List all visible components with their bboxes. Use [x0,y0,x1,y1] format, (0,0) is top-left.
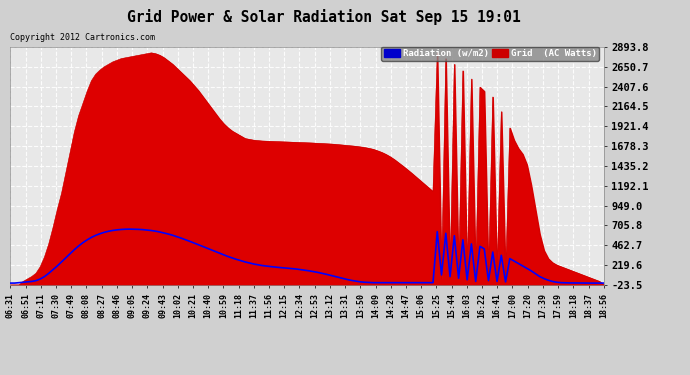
Text: Copyright 2012 Cartronics.com: Copyright 2012 Cartronics.com [10,33,155,42]
Legend: Radiation (w/m2), Grid  (AC Watts): Radiation (w/m2), Grid (AC Watts) [381,46,599,61]
Text: Grid Power & Solar Radiation Sat Sep 15 19:01: Grid Power & Solar Radiation Sat Sep 15 … [128,9,521,26]
